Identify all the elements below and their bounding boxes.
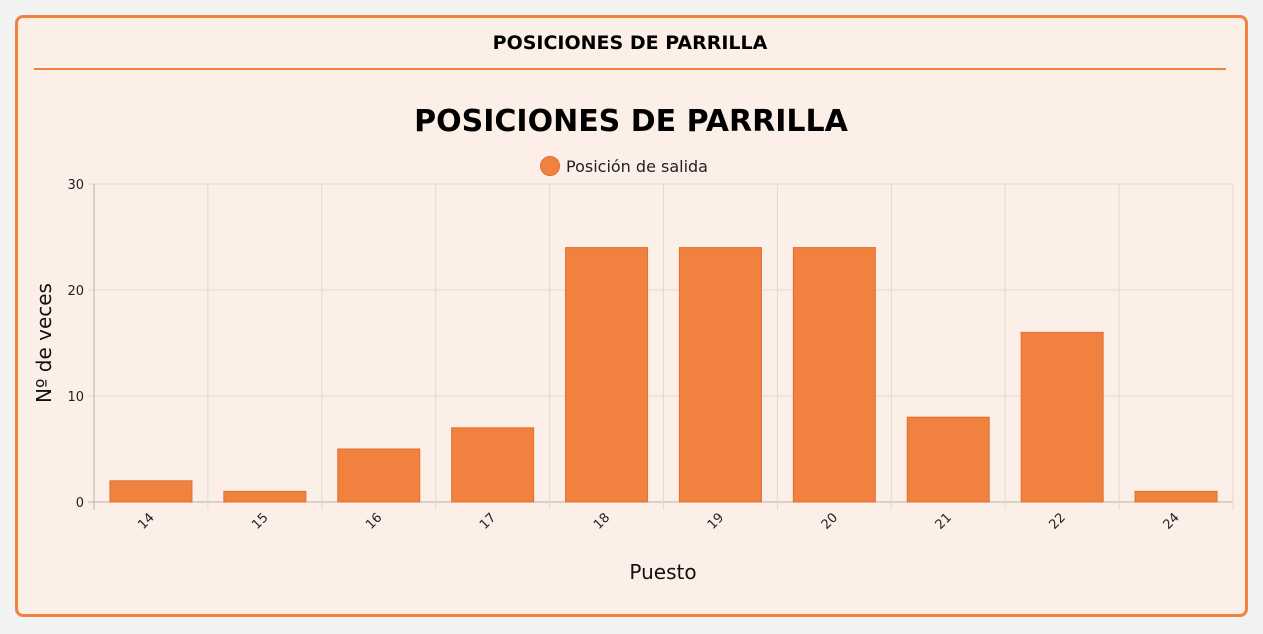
- x-tick-label: 18: [591, 510, 613, 532]
- x-tick-label: 16: [363, 510, 385, 532]
- legend-label: Posición de salida: [566, 157, 708, 176]
- x-tick-label: 15: [249, 510, 271, 532]
- bar-15: [223, 490, 307, 503]
- x-axis-label: Puesto: [629, 560, 696, 584]
- legend-marker: [540, 156, 560, 176]
- x-tick-label: 19: [705, 510, 727, 532]
- y-axis-ticks: 0 10 20 30: [67, 178, 84, 511]
- x-tick-label: 24: [1160, 510, 1182, 532]
- bar-14: [109, 480, 193, 503]
- y-axis-label: Nº de veces: [32, 283, 56, 403]
- card-header-title: POSICIONES DE PARRILLA: [34, 18, 1226, 70]
- x-tick-label: 17: [477, 510, 499, 532]
- bar-22: [1020, 331, 1104, 503]
- bar-24: [1134, 490, 1218, 503]
- x-tick-label: 14: [135, 510, 157, 532]
- x-tick-label: 20: [819, 510, 841, 532]
- bar-18: [565, 247, 649, 503]
- x-tick-label: 21: [933, 510, 955, 532]
- grid: [88, 183, 1234, 510]
- bar-17: [451, 427, 535, 503]
- y-tick-label: 10: [67, 390, 84, 405]
- y-tick-label: 20: [67, 284, 84, 299]
- legend[interactable]: Posición de salida: [540, 156, 708, 177]
- chart-title: POSICIONES DE PARRILLA: [414, 104, 848, 139]
- bar-21: [906, 416, 990, 503]
- bar-20: [792, 247, 876, 503]
- y-tick-label: 30: [67, 178, 84, 193]
- x-tick-label: 22: [1047, 510, 1069, 532]
- bar-16: [337, 448, 421, 503]
- x-axis-ticks: 14 15 16 17 18 19 20 21 22 24: [135, 510, 1182, 532]
- y-tick-label: 0: [76, 496, 84, 511]
- bars: [109, 247, 1218, 503]
- bar-19: [678, 247, 762, 503]
